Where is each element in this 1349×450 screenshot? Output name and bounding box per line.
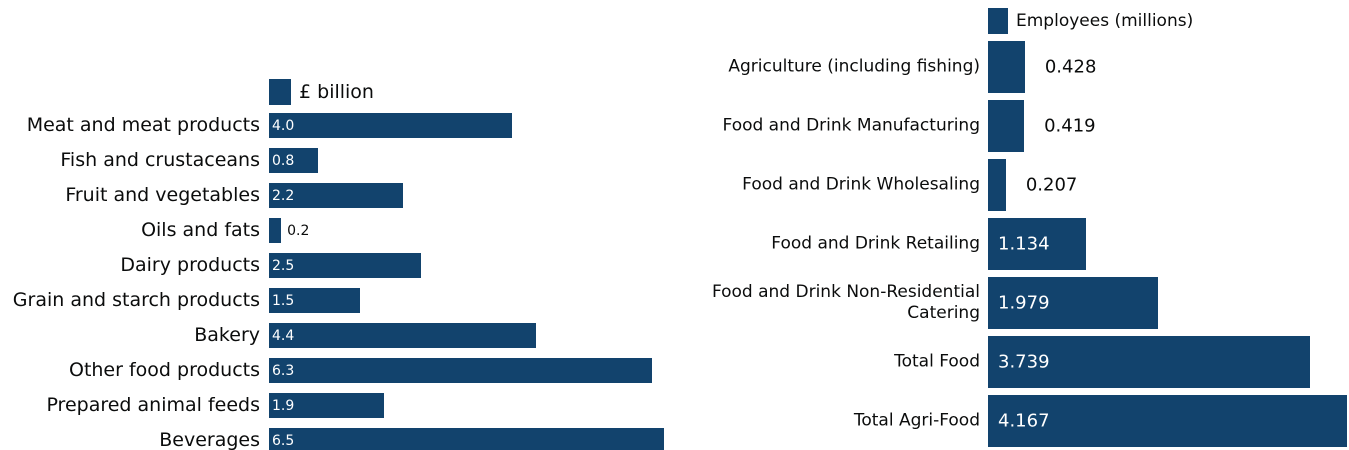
value-label: 6.5 [272,432,295,449]
bar [988,395,1347,447]
category-label: Fruit and vegetables [65,183,260,206]
value-label: 0.2 [287,222,310,239]
bar [988,41,1025,93]
bar [988,218,1086,270]
legend-label: Employees (millions) [1016,11,1194,31]
bar [269,428,664,450]
value-label: 0.419 [1044,115,1096,137]
value-label: 1.134 [998,233,1050,255]
category-label: Agriculture (including fishing) [728,56,980,77]
bar [988,159,1006,211]
value-label: 1.9 [272,397,295,414]
value-label: 4.0 [272,117,295,134]
category-label: Total Food [894,351,980,372]
legend-swatch [269,79,291,105]
bar [269,393,385,418]
bar [269,253,421,278]
category-label: Meat and meat products [26,113,260,136]
category-label: Beverages [159,428,260,450]
category-label: Bakery [194,323,260,346]
category-label: Other food products [68,358,260,381]
value-label: 0.207 [1025,174,1078,196]
category-label: Dairy products [120,253,260,276]
category-label: Grain and starch products [12,288,260,311]
category-label: Food and Drink Wholesaling [742,174,980,195]
value-label: 3.739 [998,351,1050,373]
bar [988,100,1025,152]
bar [269,148,318,173]
category-label: Food and Drink Retailing [771,233,980,254]
bar [269,288,361,313]
category-label: Oils and fats [141,218,260,241]
value-label: 4.167 [998,410,1050,432]
bar [269,183,403,208]
value-label: 0.428 [1044,56,1097,78]
bar [269,358,652,383]
legend-label: £ billion [299,81,374,103]
value-label: 2.5 [272,257,295,274]
bar [269,218,282,243]
legend-swatch [988,8,1008,34]
value-label: 1.5 [272,292,295,309]
category-label: Prepared animal feeds [46,393,260,416]
value-label: 2.2 [272,187,295,204]
value-label: 1.979 [998,292,1050,314]
bar [269,323,537,348]
bar [988,277,1159,329]
category-label: Fish and crustaceans [60,148,260,171]
bar [269,113,513,138]
value-label: 4.4 [272,327,295,344]
value-label: 6.3 [272,362,295,379]
value-label: 0.8 [272,152,295,169]
category-label: Food and Drink Non-Residential Catering [711,281,980,323]
category-label: Total Agri-Food [853,410,980,431]
category-label: Food and Drink Manufacturing [722,115,980,136]
bar [988,336,1311,388]
